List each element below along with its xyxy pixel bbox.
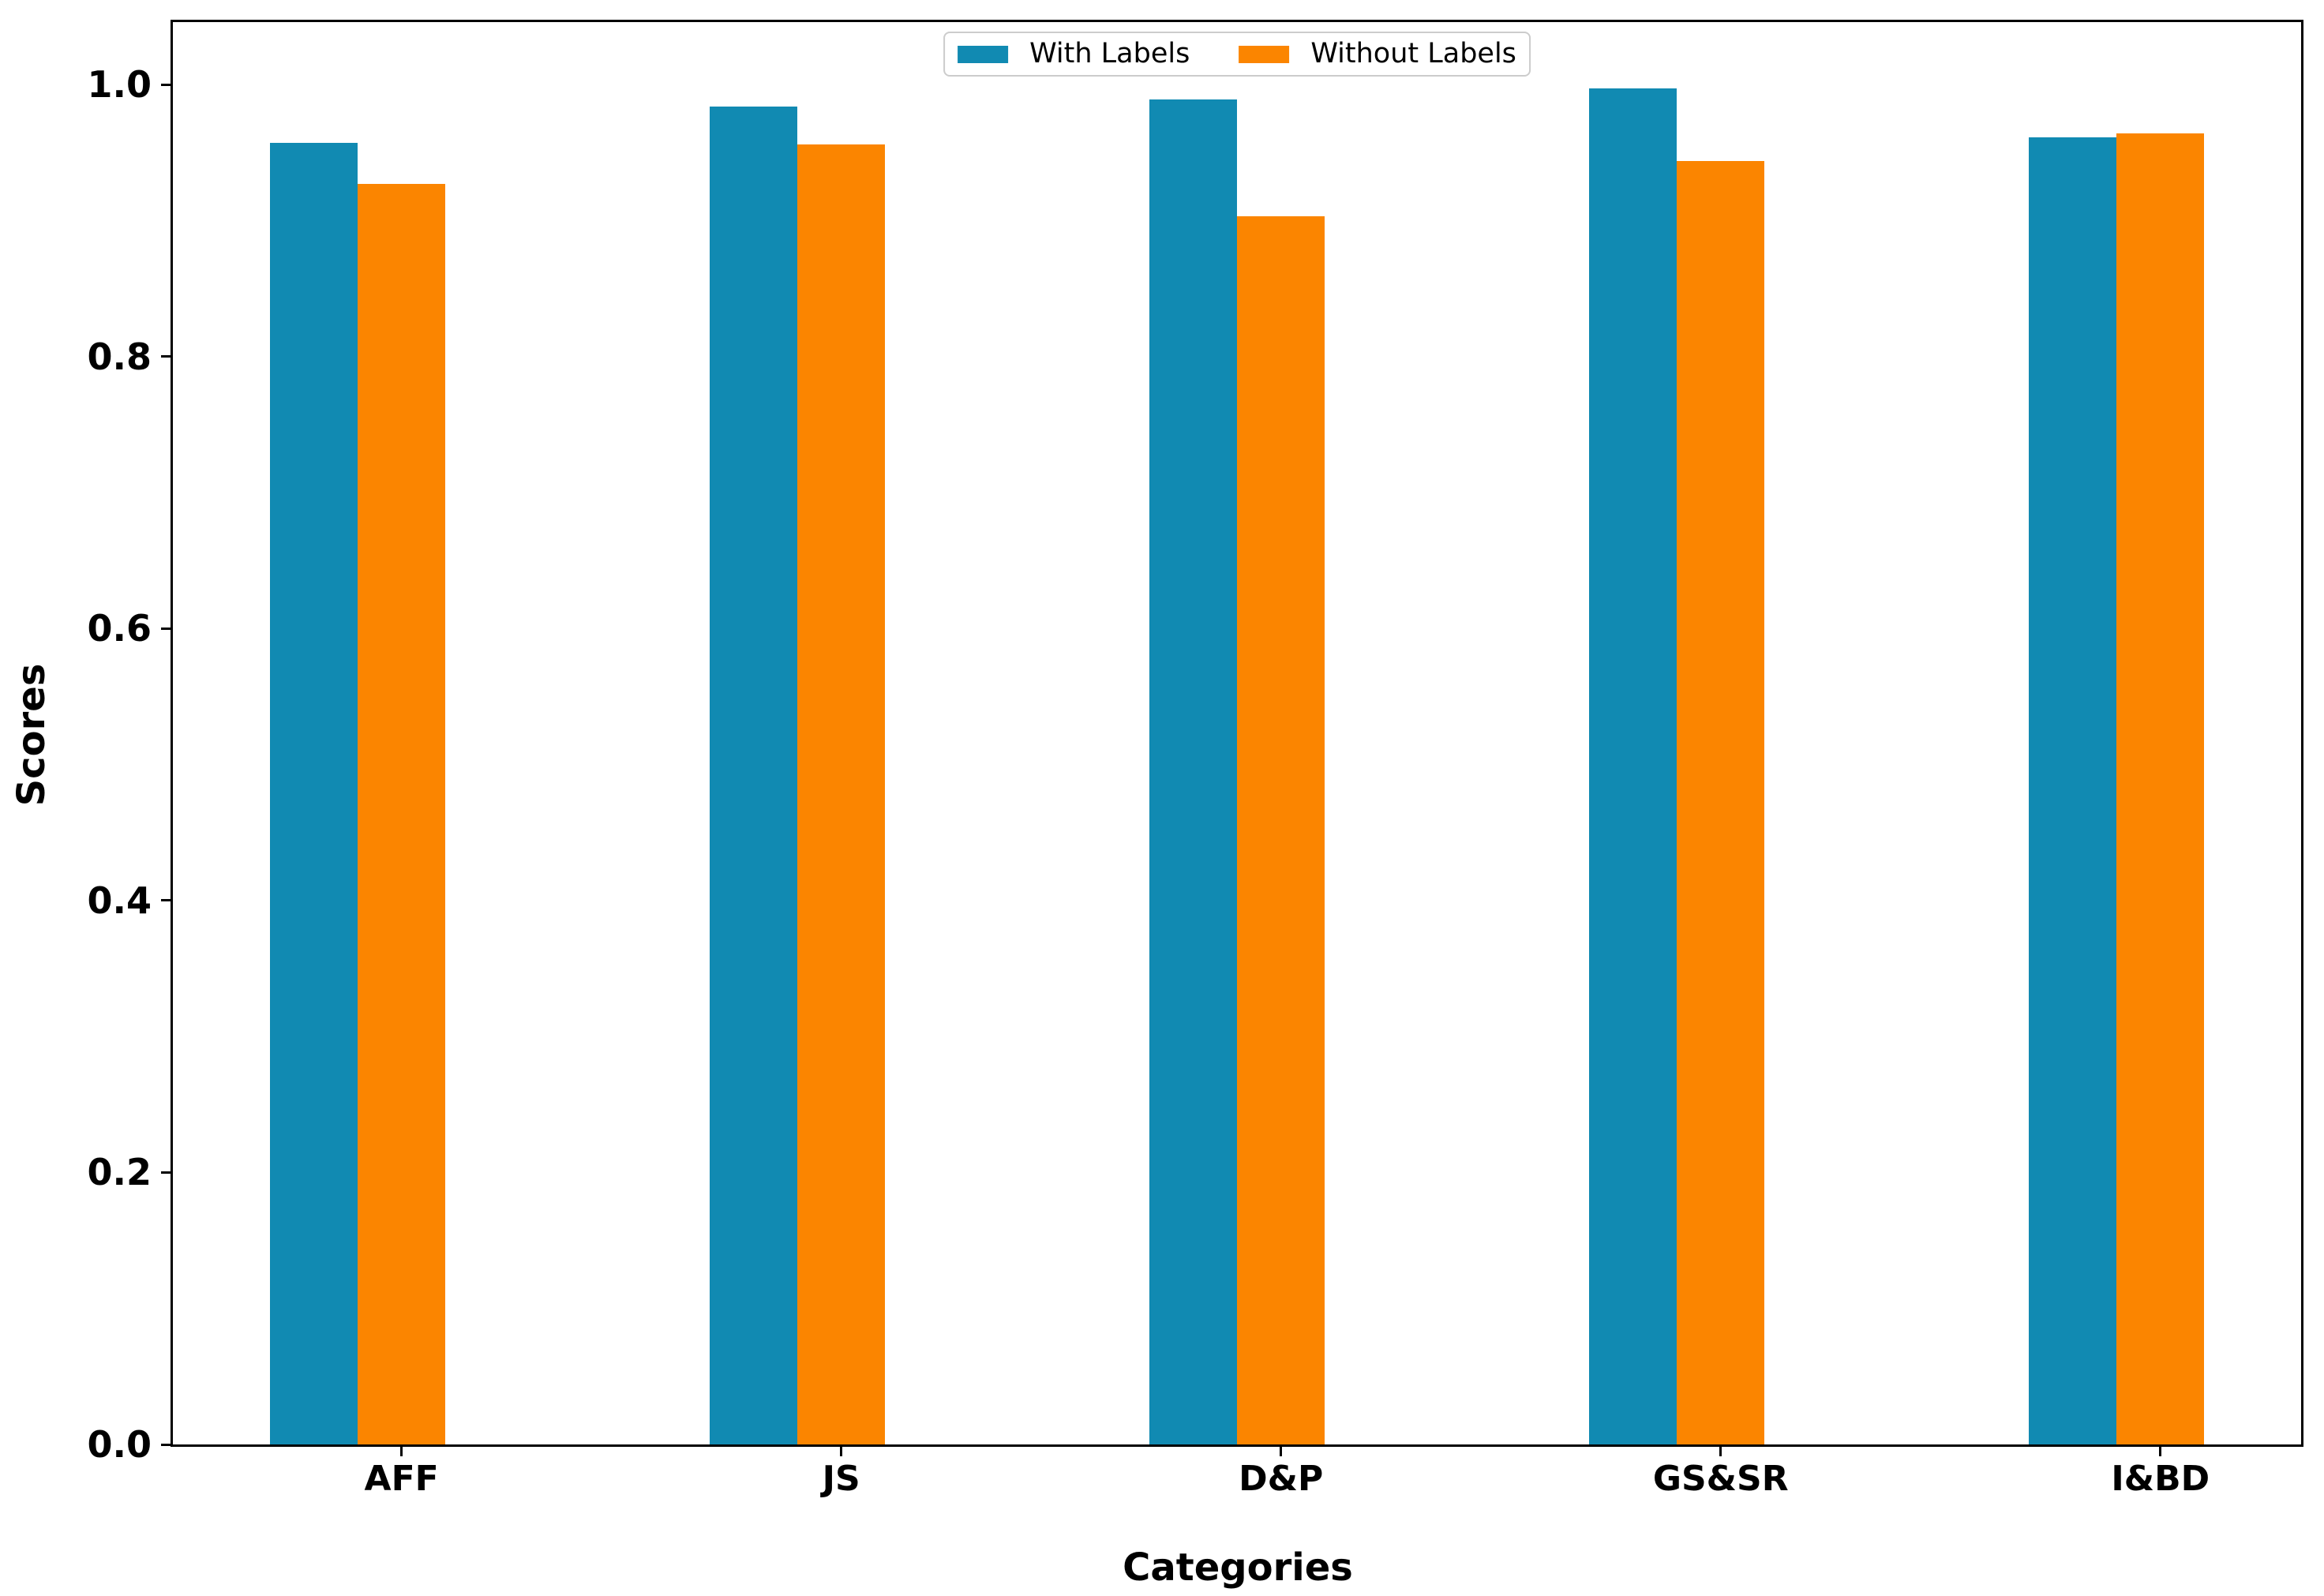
x-tick-label-gsandsr: GS&SR: [1652, 1459, 1789, 1499]
legend-item-with-labels: With Labels: [958, 40, 1190, 68]
legend-label: Without Labels: [1310, 38, 1516, 69]
plot-area: With Labels Without Labels 0.0 0.2 0.4 0.6 0.…: [88, 20, 2303, 1497]
bar-with-labels-iandbd: [2028, 137, 2117, 1444]
x-axis-label: Categories: [1123, 1545, 1353, 1590]
y-tick-mark: [161, 1443, 171, 1446]
bar-without-labels-dandp: [1237, 216, 1325, 1444]
bar-without-labels-gsandsr: [1677, 160, 1765, 1444]
x-tick-mark: [840, 1447, 843, 1456]
y-tick-label: 0.6: [87, 607, 152, 650]
y-axis-label: Scores: [9, 663, 54, 807]
y-tick-label: 0.4: [87, 879, 152, 922]
bar-with-labels-aff: [269, 143, 358, 1444]
y-tick-mark: [161, 627, 171, 630]
y-tick-mark: [161, 1171, 171, 1174]
x-tick-label-aff: AFF: [364, 1459, 439, 1499]
bar-without-labels-aff: [357, 184, 446, 1444]
bar-without-labels-js: [797, 144, 886, 1444]
bar-without-labels-iandbd: [2116, 133, 2205, 1444]
legend-swatch: [958, 45, 1009, 63]
bar-with-labels-gsandsr: [1588, 88, 1677, 1444]
legend-item-without-labels: Without Labels: [1239, 40, 1516, 68]
y-tick-label: 1.0: [87, 63, 152, 107]
bar-with-labels-js: [709, 106, 797, 1444]
y-tick-mark: [161, 83, 171, 86]
x-tick-label-js: JS: [822, 1459, 860, 1499]
y-tick-mark: [161, 899, 171, 902]
bar-with-labels-dandp: [1149, 99, 1237, 1444]
x-tick-mark: [1280, 1447, 1283, 1456]
x-tick-mark: [400, 1447, 403, 1456]
legend: With Labels Without Labels: [943, 32, 1531, 77]
y-tick-mark: [161, 355, 171, 358]
x-tick-label-dandp: D&P: [1239, 1459, 1324, 1499]
legend-label: With Labels: [1029, 38, 1190, 69]
x-tick-mark: [2159, 1447, 2162, 1456]
y-tick-label: 0.2: [87, 1151, 152, 1194]
x-tick-mark: [1719, 1447, 1722, 1456]
y-tick-label: 0.8: [87, 335, 152, 378]
legend-swatch: [1239, 45, 1290, 63]
y-tick-label: 0.0: [87, 1423, 152, 1466]
x-tick-label-iandbd: I&BD: [2111, 1459, 2210, 1499]
